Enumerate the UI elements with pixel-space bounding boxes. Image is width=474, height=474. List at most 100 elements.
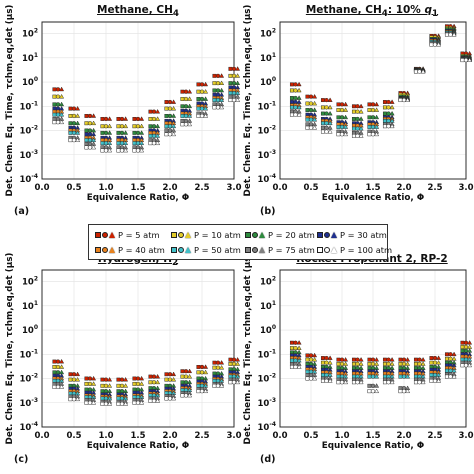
data-point	[196, 89, 201, 94]
data-point	[52, 102, 57, 107]
data-point	[139, 130, 145, 135]
y-tick-label: 101	[260, 300, 276, 312]
data-point	[199, 113, 205, 119]
data-point	[293, 82, 298, 87]
square-marker-icon	[245, 232, 251, 238]
y-tick-label: 100	[22, 324, 38, 336]
data-point	[436, 41, 442, 47]
data-point	[59, 119, 65, 125]
data-point	[91, 375, 97, 381]
x-tick-label: 0.0	[34, 431, 49, 441]
data-point	[351, 357, 356, 362]
data-point	[324, 111, 329, 116]
x-tick-label: 1.5	[365, 183, 380, 193]
data-point	[382, 362, 387, 366]
data-point	[183, 369, 189, 374]
circle-marker-icon	[324, 247, 330, 253]
data-point	[219, 104, 225, 110]
data-point	[215, 360, 221, 365]
data-point	[289, 365, 294, 369]
y-tick-label: 10-1	[19, 348, 38, 360]
y-tick-label: 101	[22, 300, 38, 312]
data-point	[448, 368, 453, 373]
data-point	[196, 114, 201, 118]
data-point	[180, 89, 185, 94]
data-point	[386, 380, 391, 385]
data-point	[235, 379, 241, 385]
x-tick-label: 1.5	[130, 431, 145, 441]
data-point	[103, 130, 109, 135]
legend-label: P = 20 atm	[268, 230, 315, 240]
data-point	[374, 107, 380, 112]
data-point	[196, 370, 201, 375]
data-point	[196, 383, 201, 388]
x-tick-label: 2.0	[396, 183, 411, 193]
data-point	[389, 356, 395, 362]
data-point	[183, 113, 189, 119]
data-point	[327, 120, 333, 126]
data-point	[187, 103, 193, 109]
data-point	[312, 93, 318, 99]
data-point	[164, 106, 169, 111]
data-point	[55, 364, 61, 370]
data-point	[139, 400, 145, 405]
data-point	[75, 130, 81, 135]
legend-item: P = 10 atm	[171, 230, 241, 240]
data-point	[389, 104, 395, 110]
square-marker-icon	[171, 247, 177, 253]
data-point	[187, 89, 193, 94]
data-point	[84, 121, 89, 126]
x-tick-label: 0.0	[272, 183, 287, 193]
data-point	[293, 340, 298, 345]
triangle-marker-icon	[259, 232, 265, 238]
data-point	[87, 132, 93, 137]
data-point	[382, 124, 387, 129]
data-point	[119, 383, 125, 388]
data-point	[75, 120, 81, 126]
data-point	[119, 377, 125, 382]
data-point	[231, 361, 237, 367]
data-point	[358, 116, 364, 121]
data-point	[235, 361, 241, 366]
data-point	[382, 357, 387, 362]
square-marker-icon	[317, 232, 323, 238]
data-point	[413, 362, 418, 366]
legend-item: P = 30 atm	[317, 230, 387, 240]
data-point	[351, 133, 356, 138]
x-tick-label: 1.5	[130, 183, 145, 193]
data-point	[52, 385, 57, 389]
data-point	[171, 395, 177, 401]
x-tick-label: 0.5	[303, 431, 318, 441]
data-point	[370, 374, 376, 379]
data-point	[343, 356, 349, 362]
data-point	[116, 117, 121, 121]
data-point	[339, 132, 345, 137]
data-point	[203, 89, 209, 94]
data-point	[367, 115, 372, 120]
data-point	[215, 81, 221, 86]
data-point	[196, 365, 201, 369]
data-point	[100, 124, 105, 129]
data-point	[339, 124, 345, 130]
data-point	[327, 360, 333, 365]
data-point	[228, 94, 233, 99]
data-point	[180, 104, 185, 109]
data-point	[103, 377, 109, 382]
data-point	[289, 82, 294, 87]
data-point	[289, 340, 294, 345]
data-point	[467, 57, 473, 62]
data-point	[151, 133, 157, 139]
data-point	[187, 113, 193, 118]
x-tick-label: 2.0	[396, 431, 411, 441]
data-point	[324, 105, 329, 110]
legend-label: P = 30 atm	[340, 230, 387, 240]
data-point	[68, 138, 73, 143]
data-point	[180, 380, 185, 385]
data-point	[289, 105, 294, 110]
data-point	[417, 361, 422, 367]
data-point	[203, 369, 209, 375]
data-point	[59, 384, 65, 389]
data-point	[355, 116, 360, 122]
data-point	[203, 388, 209, 394]
data-point	[382, 100, 387, 104]
